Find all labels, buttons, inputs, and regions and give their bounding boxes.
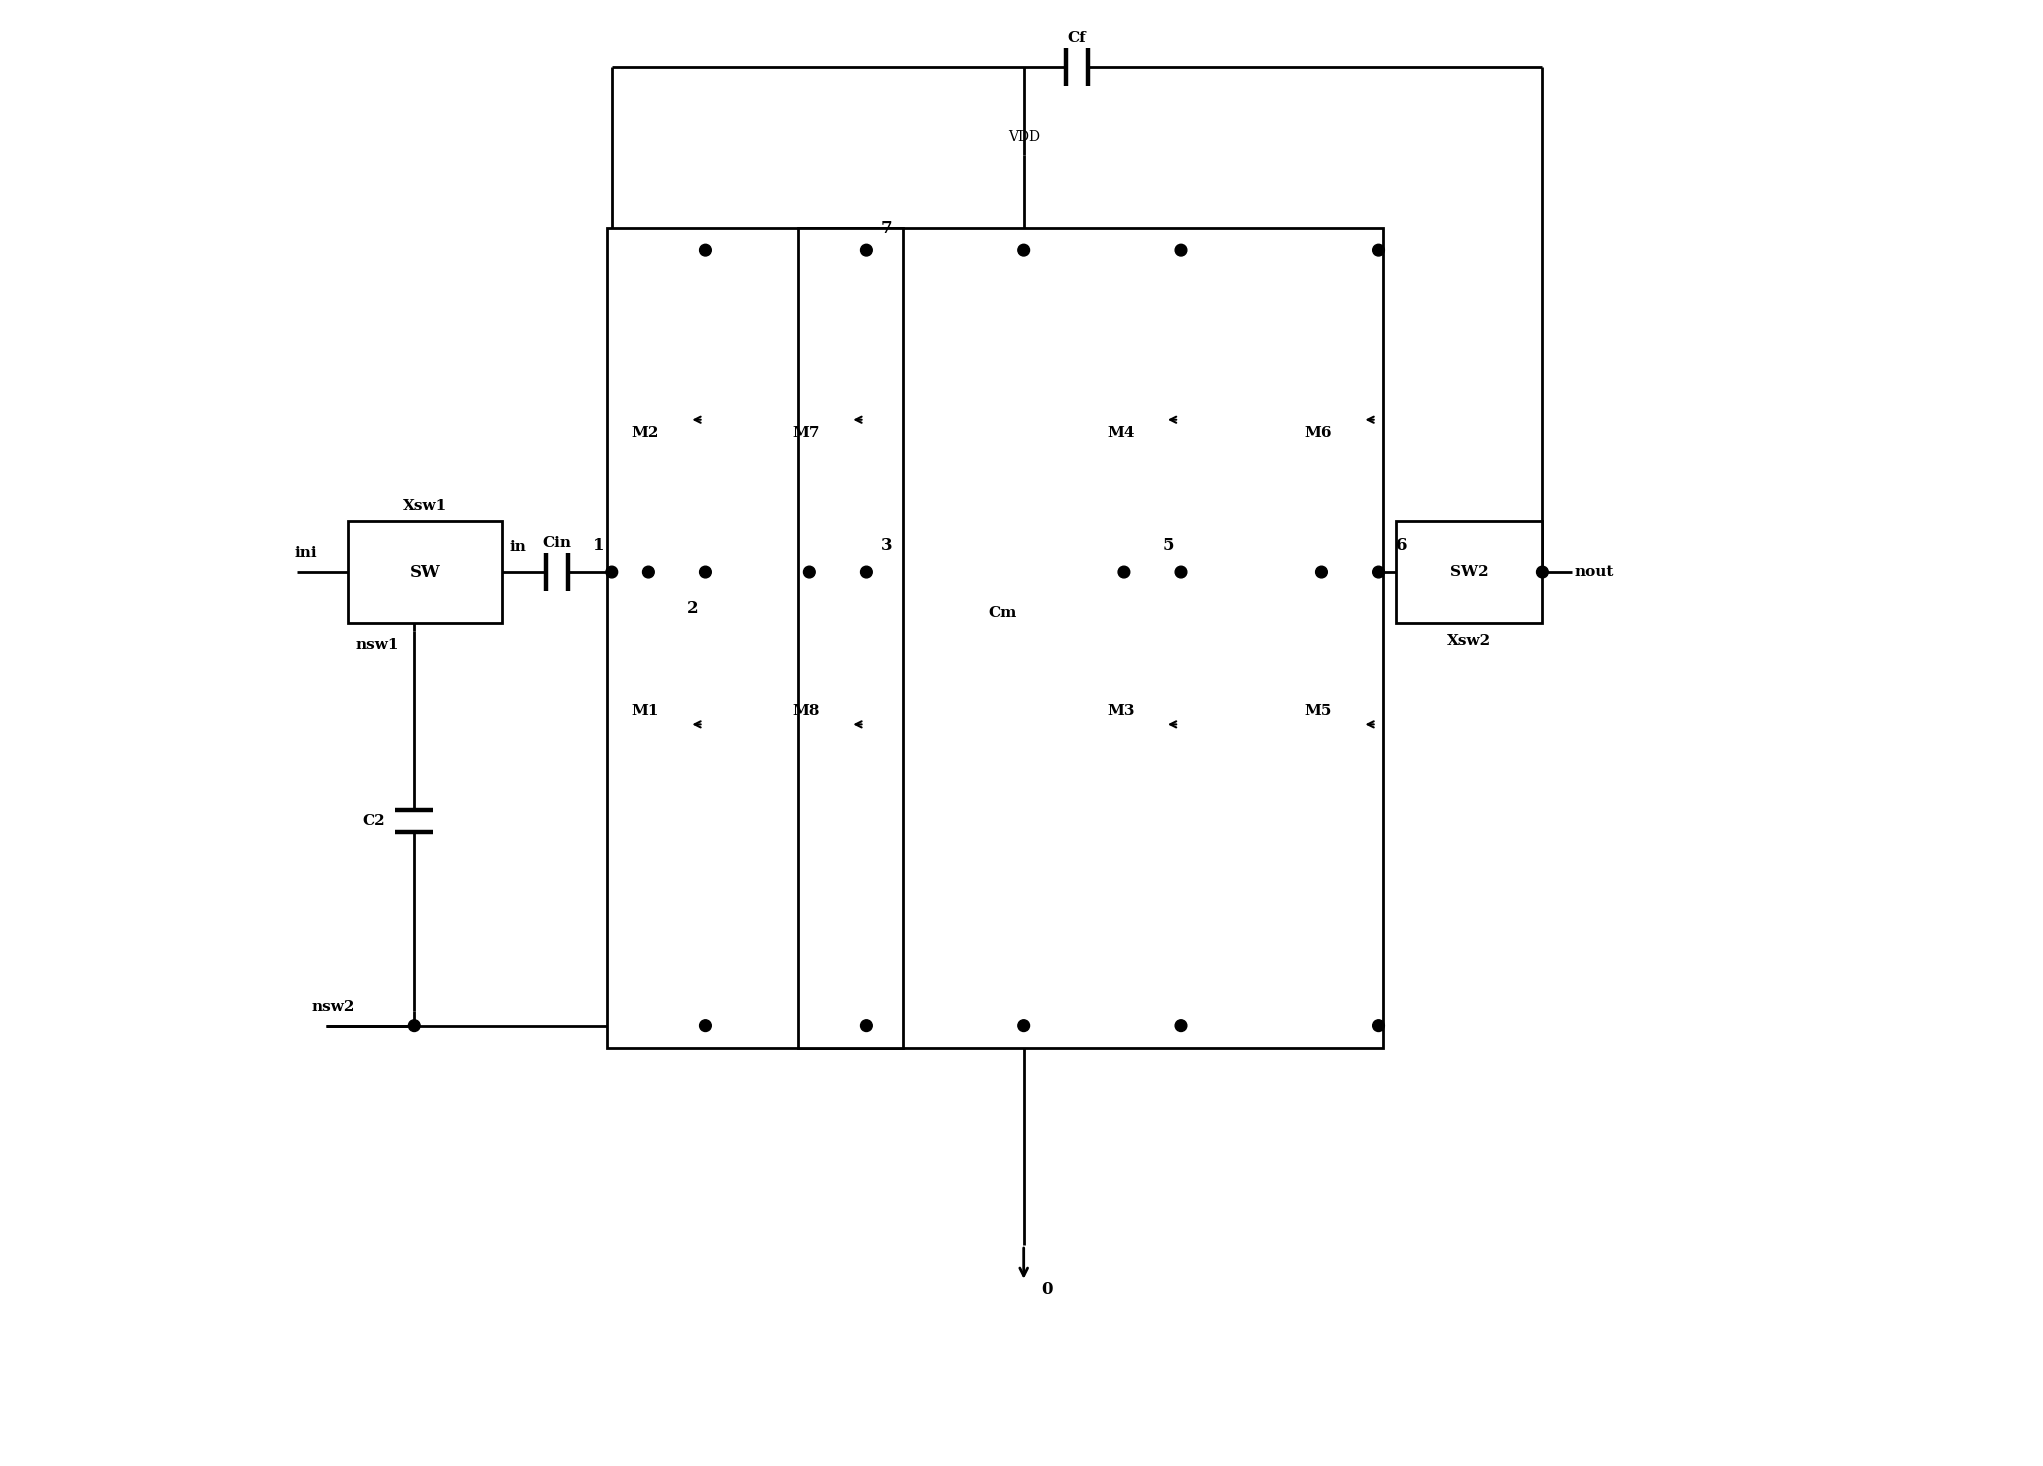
Text: M4: M4 — [1107, 427, 1134, 440]
Text: C2: C2 — [362, 814, 384, 828]
Circle shape — [1175, 245, 1187, 257]
Circle shape — [1175, 1020, 1187, 1032]
Circle shape — [1316, 566, 1328, 578]
Text: Cf: Cf — [1068, 31, 1087, 45]
Text: M1: M1 — [631, 704, 660, 718]
Text: 5: 5 — [1162, 537, 1173, 554]
Text: M8: M8 — [793, 704, 819, 718]
Text: Xsw2: Xsw2 — [1446, 633, 1491, 648]
Bar — [349, 520, 503, 623]
Text: nsw2: nsw2 — [313, 1000, 355, 1014]
Text: SW2: SW2 — [1451, 564, 1489, 579]
Circle shape — [699, 566, 711, 578]
Text: Cin: Cin — [543, 535, 572, 550]
Circle shape — [699, 1020, 711, 1032]
Circle shape — [803, 566, 815, 578]
Text: Cm: Cm — [989, 605, 1017, 620]
Circle shape — [699, 245, 711, 257]
Circle shape — [1017, 245, 1030, 257]
Circle shape — [860, 1020, 872, 1032]
Circle shape — [1536, 566, 1549, 578]
Text: nsw1: nsw1 — [355, 638, 398, 652]
Text: M2: M2 — [631, 427, 660, 440]
Circle shape — [860, 245, 872, 257]
Text: VDD: VDD — [1007, 130, 1040, 145]
Circle shape — [1373, 245, 1385, 257]
Circle shape — [607, 566, 617, 578]
Circle shape — [644, 566, 654, 578]
Circle shape — [1175, 566, 1187, 578]
Circle shape — [1118, 566, 1130, 578]
Text: 3: 3 — [881, 537, 893, 554]
Text: Xsw1: Xsw1 — [402, 500, 447, 513]
Circle shape — [1373, 1020, 1385, 1032]
Circle shape — [409, 1020, 421, 1032]
Text: M3: M3 — [1107, 704, 1134, 718]
Circle shape — [860, 566, 872, 578]
Bar — [797, 229, 903, 1048]
Text: M6: M6 — [1305, 427, 1332, 440]
Text: M5: M5 — [1305, 704, 1332, 718]
Text: 7: 7 — [881, 220, 893, 236]
Text: ini: ini — [294, 547, 317, 560]
Bar — [1395, 520, 1542, 623]
Text: in: in — [509, 541, 527, 554]
Text: 2: 2 — [686, 600, 699, 617]
Text: nout: nout — [1575, 564, 1614, 579]
Bar — [607, 229, 1383, 1048]
Text: M7: M7 — [793, 427, 819, 440]
Circle shape — [1017, 1020, 1030, 1032]
Text: 0: 0 — [1042, 1280, 1052, 1297]
Text: SW: SW — [411, 563, 441, 581]
Circle shape — [1373, 566, 1385, 578]
Text: 6: 6 — [1395, 537, 1408, 554]
Text: 1: 1 — [592, 537, 605, 554]
